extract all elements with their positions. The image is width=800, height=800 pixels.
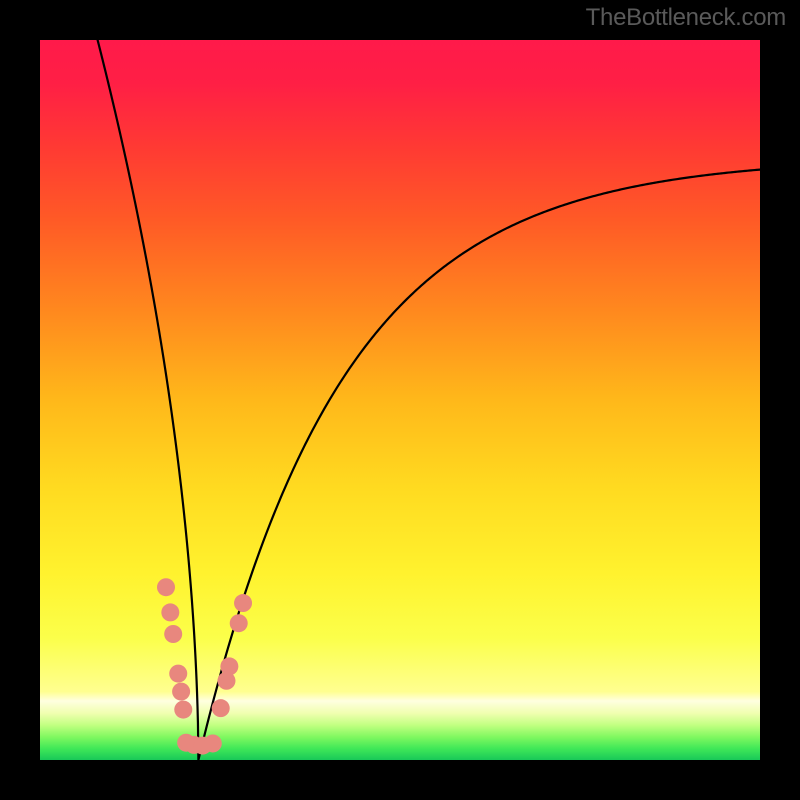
marker-point (204, 734, 222, 752)
marker-point (157, 578, 175, 596)
curve-layer (40, 40, 760, 760)
marker-point (230, 614, 248, 632)
marker-point (234, 594, 252, 612)
v-curve (98, 40, 760, 760)
watermark-text: TheBottleneck.com (586, 4, 786, 32)
marker-point (161, 603, 179, 621)
marker-point (169, 665, 187, 683)
marker-point (220, 657, 238, 675)
chart-container: TheBottleneck.com (0, 0, 800, 800)
marker-point (212, 699, 230, 717)
plot-area (40, 40, 760, 760)
marker-point (174, 701, 192, 719)
marker-point (164, 625, 182, 643)
marker-point (172, 683, 190, 701)
